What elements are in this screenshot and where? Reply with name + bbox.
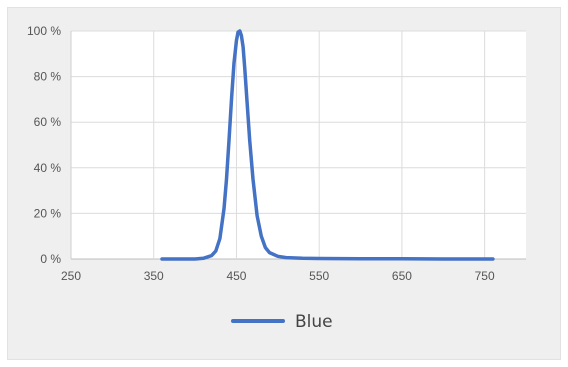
legend-label: Blue <box>295 312 333 332</box>
plot-area <box>71 31 526 259</box>
y-tick-label: 20 % <box>34 206 62 220</box>
x-tick-label: 250 <box>61 269 81 283</box>
x-axis-tick-labels: 250 350 450 550 650 750 <box>61 269 495 283</box>
series-lines <box>160 29 495 261</box>
y-tick-label: 0 % <box>40 252 61 266</box>
x-tick-label: 450 <box>226 269 246 283</box>
x-tick-label: 650 <box>392 269 412 283</box>
x-tick-label: 750 <box>475 269 495 283</box>
y-tick-label: 100 % <box>27 24 61 38</box>
y-tick-label: 80 % <box>34 70 62 84</box>
y-tick-label: 40 % <box>34 161 62 175</box>
y-axis-tick-labels: 0 % 20 % 40 % 60 % 80 % 100 % <box>27 24 61 266</box>
series-line-blue <box>160 29 495 261</box>
legend: Blue <box>231 312 333 332</box>
x-tick-label: 350 <box>144 269 164 283</box>
y-tick-label: 60 % <box>34 115 62 129</box>
x-tick-label: 550 <box>309 269 329 283</box>
gridlines <box>70 30 526 260</box>
